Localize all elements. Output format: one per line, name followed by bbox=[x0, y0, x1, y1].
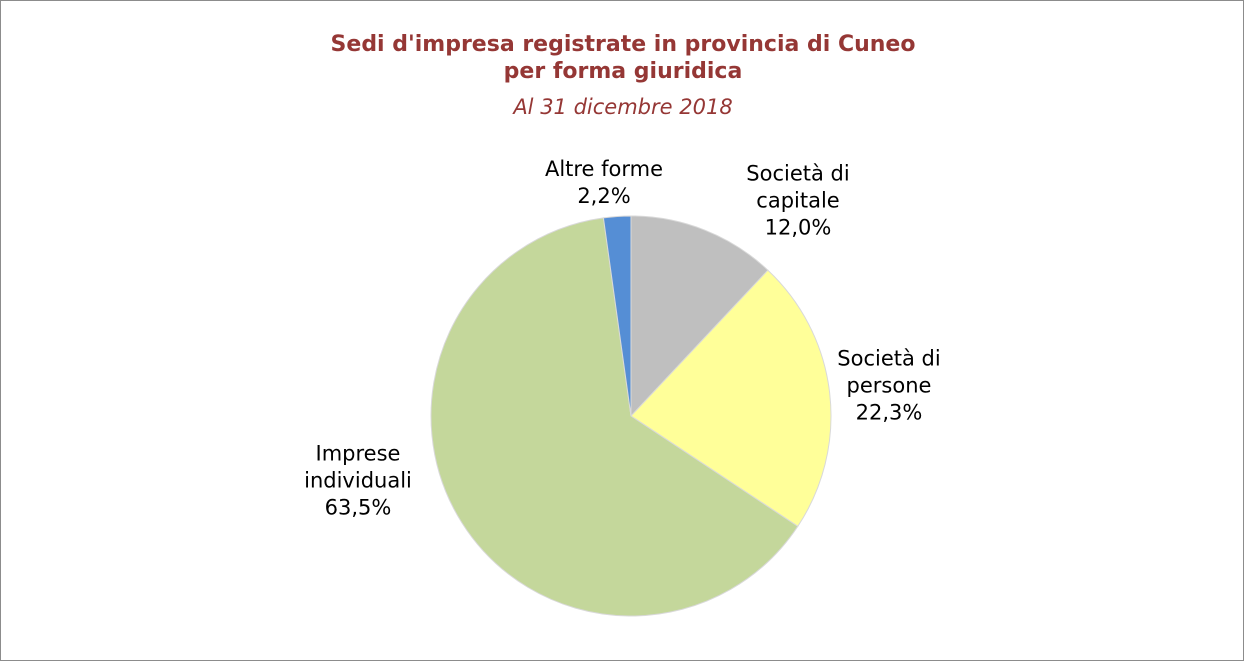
slice-label: Imprese individuali 63,5% bbox=[283, 441, 433, 522]
value-label: 12,0% bbox=[764, 215, 832, 240]
value-label: 63,5% bbox=[324, 495, 392, 520]
chart-title: Sedi d'impresa registrate in provincia d… bbox=[330, 32, 916, 84]
value-label: 22,3% bbox=[855, 400, 923, 425]
slice-label: Altre forme 2,2% bbox=[524, 156, 684, 210]
pie-slice bbox=[602, 215, 632, 417]
category-label: Società di persone bbox=[837, 346, 941, 398]
slice-label: Società di persone 22,3% bbox=[814, 346, 964, 427]
slice-label: Società di capitale 12,0% bbox=[723, 161, 873, 242]
category-label: Società di capitale bbox=[746, 161, 850, 213]
pie-slice bbox=[630, 269, 832, 528]
pie-slice bbox=[430, 217, 799, 617]
value-label: 2,2% bbox=[577, 184, 631, 208]
chart-subtitle: Al 31 dicembre 2018 bbox=[513, 95, 733, 119]
category-label: Altre forme bbox=[544, 157, 664, 181]
category-label: Imprese individuali bbox=[304, 441, 412, 493]
pie-slice bbox=[630, 215, 769, 418]
